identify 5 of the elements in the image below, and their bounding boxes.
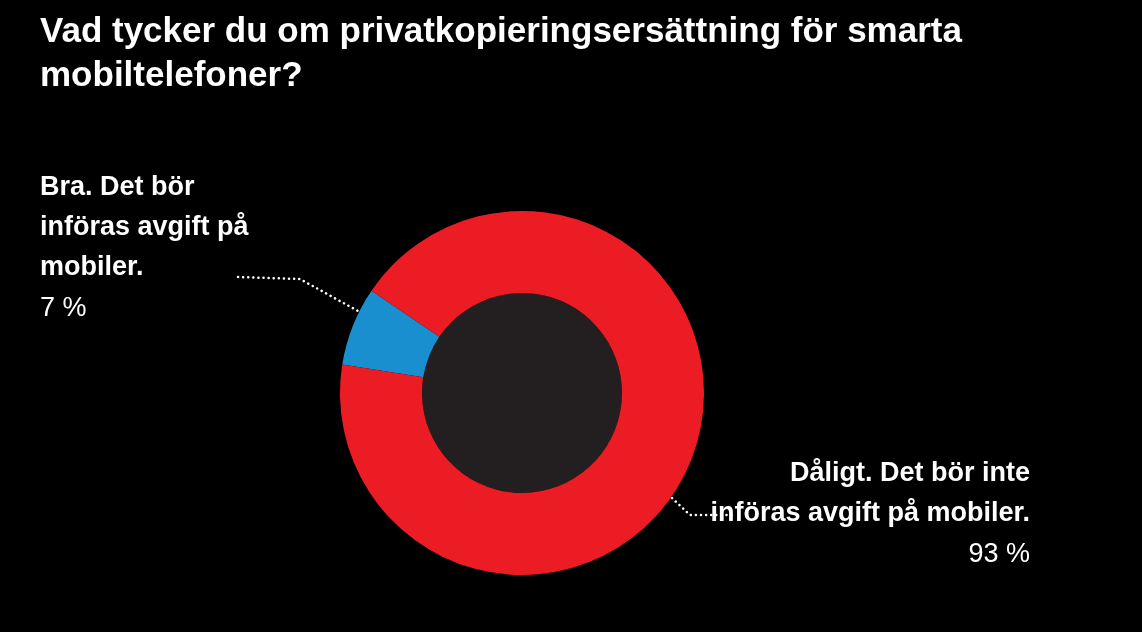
slice-label: Bra. Det bör införas avgift på mobiler. (40, 170, 250, 283)
data-label: 7 % (40, 291, 88, 324)
data-label: 93 % (967, 537, 1030, 570)
slice-label: Dåligt. Det bör inte införas avgift på mobiler. (709, 456, 1030, 529)
chart-title: Vad tycker du om privatkopieringsersättning för smarta mobiltelefoner? (40, 9, 964, 95)
